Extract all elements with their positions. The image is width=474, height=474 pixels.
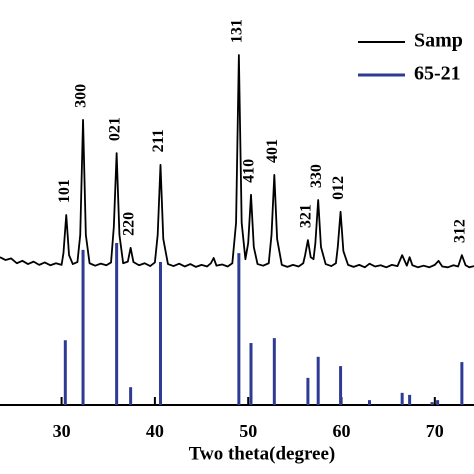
x-tick-label: 30	[53, 421, 71, 441]
peak-label: 101	[56, 179, 73, 203]
peak-label: 021	[106, 117, 123, 141]
legend-label: 65-21	[414, 63, 461, 85]
peak-label: 312	[452, 219, 469, 243]
peak-label: 012	[330, 176, 347, 200]
peak-label: 300	[73, 84, 90, 108]
x-tick-label: 40	[146, 421, 164, 441]
peak-label: 131	[229, 19, 246, 43]
x-tick-label: 70	[426, 421, 444, 441]
x-tick-label: 60	[333, 421, 351, 441]
peak-label: 410	[241, 159, 258, 183]
pattern-line	[0, 54, 474, 269]
x-axis-title: Two theta(degree)	[189, 443, 336, 464]
peak-label: 330	[308, 164, 325, 188]
peak-label: 401	[264, 139, 281, 163]
legend-label: Samp	[414, 30, 463, 52]
peak-label: 220	[120, 212, 137, 236]
peak-label: 321	[298, 204, 315, 228]
peak-label: 211	[150, 129, 167, 152]
x-tick-label: 50	[239, 421, 257, 441]
